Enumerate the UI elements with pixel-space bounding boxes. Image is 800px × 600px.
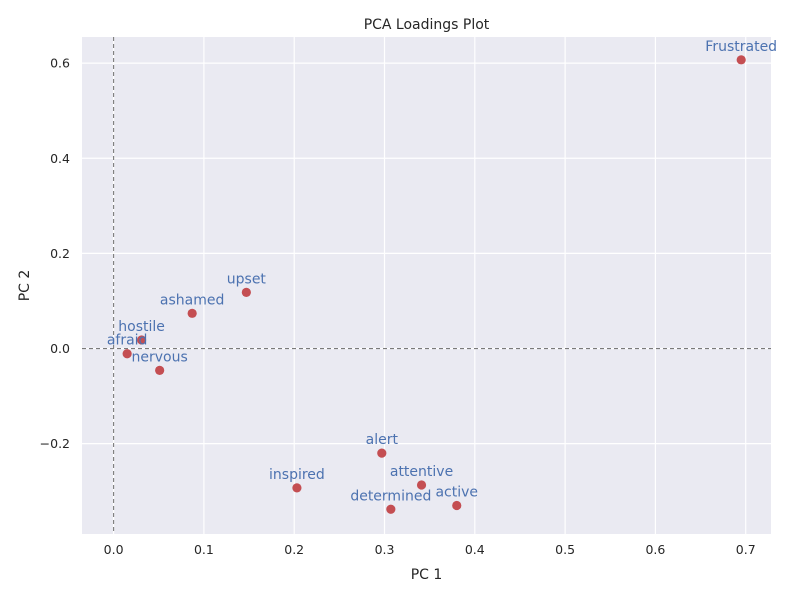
point-label-determined: determined — [350, 488, 431, 504]
x-tick-label: 0.7 — [736, 542, 756, 557]
chart-title: PCA Loadings Plot — [364, 17, 490, 33]
y-tick-label: −0.2 — [40, 436, 70, 451]
point-inspired — [292, 483, 302, 493]
data-points — [122, 55, 746, 514]
point-afraid — [122, 349, 132, 359]
point-alert — [377, 448, 387, 458]
point-label-nervous: nervous — [132, 349, 188, 365]
y-tick-label: 0.2 — [50, 246, 70, 261]
point-label-afraid: afraid — [107, 333, 148, 349]
point-label-frustrated: Frustrated — [705, 39, 777, 55]
point-label-hostile: hostile — [118, 319, 165, 335]
plot-area — [82, 37, 771, 534]
point-attentive — [416, 480, 427, 490]
point-determined — [386, 504, 396, 514]
point-upset — [241, 287, 251, 297]
point-active — [452, 500, 462, 511]
point-label-ashamed: ashamed — [160, 292, 224, 308]
x-tick-label: 0.3 — [375, 542, 395, 557]
y-tick-labels: −0.2 0.0 0.2 0.4 0.6 — [40, 56, 70, 451]
point-label-active: active — [435, 484, 478, 500]
point-label-inspired: inspired — [269, 467, 325, 483]
x-tick-label: 0.1 — [194, 542, 214, 557]
y-tick-label: 0.6 — [50, 56, 70, 71]
x-tick-label: 0.6 — [645, 542, 665, 557]
x-axis-label: PC 1 — [411, 567, 443, 583]
point-label-upset: upset — [227, 271, 267, 287]
point-label-attentive: attentive — [390, 464, 453, 480]
x-tick-label: 0.4 — [465, 542, 485, 557]
point-frustrated — [736, 55, 746, 65]
y-axis-label: PC 2 — [17, 270, 33, 302]
x-tick-label: 0.0 — [104, 542, 124, 557]
point-label-alert: alert — [366, 432, 399, 448]
y-tick-label: 0.0 — [50, 341, 70, 356]
y-tick-label: 0.4 — [50, 151, 70, 166]
x-tick-label: 0.5 — [555, 542, 575, 557]
point-hostile — [136, 335, 147, 345]
point-nervous — [155, 365, 165, 375]
reference-lines — [82, 37, 771, 534]
x-tick-label: 0.2 — [284, 542, 304, 557]
x-tick-labels: 0.0 0.1 0.2 0.3 0.4 0.5 0.6 0.7 — [104, 542, 756, 557]
point-ashamed — [187, 308, 197, 318]
